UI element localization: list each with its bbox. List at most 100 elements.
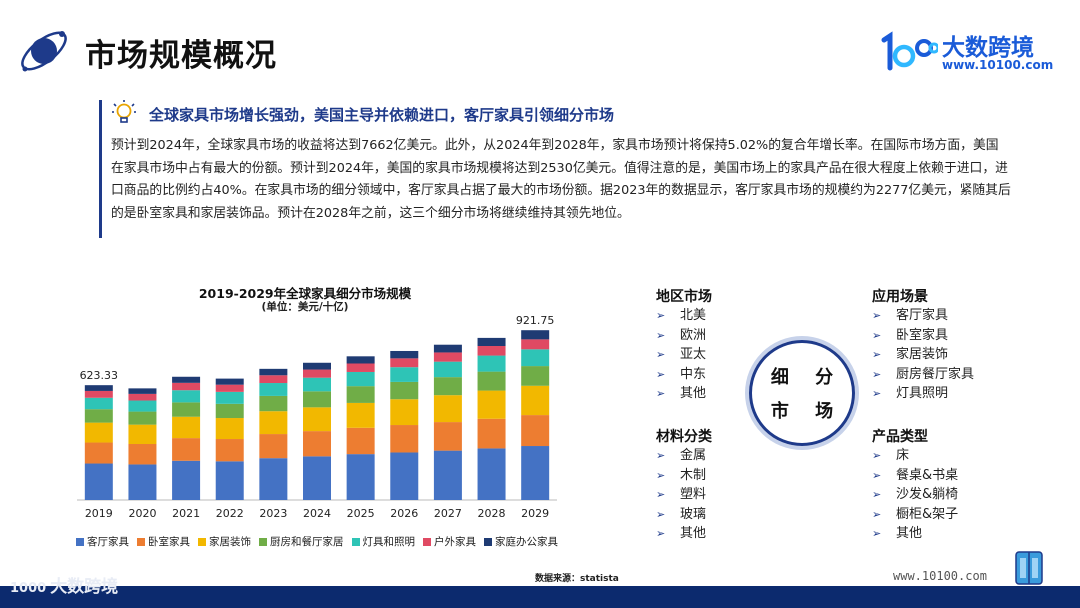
brand-url: www.10100.com [942, 58, 1054, 72]
bar-segment [521, 385, 550, 416]
bar-segment [259, 375, 288, 384]
bar-segment [172, 390, 201, 403]
legend-swatch [259, 537, 267, 546]
bar-segment [172, 382, 201, 391]
bar-segment [215, 378, 244, 385]
bar-segment [433, 361, 462, 378]
x-tick-label: 2026 [390, 507, 418, 520]
legend-label: 卧室家具 [148, 536, 190, 548]
bar-segment [433, 352, 462, 362]
bar-segment [128, 424, 157, 444]
footer-logo-mark: 1000 [10, 581, 47, 596]
legend-swatch [484, 537, 492, 546]
bar-segment [521, 366, 550, 386]
legend-item: 厨房和餐厅家居 [259, 534, 344, 549]
segment-center-bottom: 市 场 [770, 401, 844, 422]
segment-item: ➢ 餐桌&书桌 [872, 466, 958, 486]
segment-group-region: 地区市场 ➢ 北美 ➢ 欧洲 ➢ 亚太 ➢ 中东 ➢ 其他 [656, 286, 712, 404]
segment-item: ➢ 亚太 [656, 345, 712, 365]
bar-segment [259, 395, 288, 412]
bar-segment [346, 454, 375, 500]
segment-item-label: 其他 [680, 386, 707, 402]
bar-segment [172, 416, 201, 439]
segment-item: ➢ 中东 [656, 365, 712, 385]
bar-segment [521, 330, 550, 340]
bar-segment [477, 355, 506, 372]
segment-item: ➢ 客厅家具 [872, 306, 974, 326]
legend-swatch [423, 537, 431, 546]
segment-item-label: 亚太 [680, 347, 707, 363]
brand-mark-icon [881, 31, 938, 71]
segment-item: ➢ 床 [872, 446, 958, 466]
arrow-icon: ➢ [872, 449, 882, 462]
arrow-icon: ➢ [872, 387, 882, 401]
segment-group-scene: 应用场景 ➢ 客厅家具 ➢ 卧室家具 ➢ 家居装饰 ➢ 厨房餐厅家具 ➢ 灯具照明 [872, 286, 974, 404]
x-tick-label: 2029 [521, 507, 549, 520]
chart-unit: (单位：美元/十亿) [261, 301, 349, 313]
bar-segment [128, 411, 157, 425]
bar-segment [84, 390, 113, 398]
bar-segment [128, 388, 157, 394]
stacked-bar-chart: 2019 623.33 2020 2021 2022 2023 2024 2025 2026 20… [77, 314, 557, 520]
x-tick-label: 2028 [478, 507, 506, 520]
bar-segment [172, 460, 201, 500]
bar-segment [390, 358, 419, 368]
bar-segment [303, 407, 331, 432]
arrow-icon: ➢ [656, 468, 666, 482]
bar-segment [128, 444, 157, 465]
bar-segment [433, 395, 462, 423]
segment-item-label: 北美 [680, 308, 707, 323]
segment-center-top: 细 分 [770, 367, 844, 388]
segment-item: ➢ 其他 [872, 524, 958, 544]
bar-segment [84, 422, 113, 443]
bar-segment [259, 458, 288, 500]
bar-segment [215, 384, 244, 392]
segment-item-label: 金属 [680, 448, 707, 463]
bar-segment [346, 363, 375, 372]
arrow-icon: ➢ [656, 449, 666, 462]
arrow-icon: ➢ [656, 488, 666, 502]
segment-item-label: 玻璃 [680, 506, 707, 522]
bar-segment [521, 339, 550, 350]
segment-group-product: 产品类型 ➢ 床 ➢ 餐桌&书桌 ➢ 沙发&躺椅 ➢ 橱柜&架子 ➢ 其他 [872, 426, 958, 544]
x-tick-label: 2025 [347, 507, 375, 520]
segment-group-material: 材料分类 ➢ 金属 ➢ 木制 ➢ 塑料 ➢ 玻璃 ➢ 其他 [656, 426, 712, 544]
bar-segment [259, 434, 288, 459]
legend-swatch [76, 537, 84, 546]
arrow-icon: ➢ [656, 507, 666, 521]
bar-segment [215, 461, 244, 500]
segment-item-label: 欧洲 [680, 327, 707, 343]
bar-segment [172, 376, 201, 383]
segment-item: ➢ 塑料 [656, 485, 712, 505]
arrow-icon: ➢ [872, 468, 882, 482]
footer-logo: 1000 大数跨境 [10, 572, 118, 597]
legend-item: 家庭办公家具 [484, 534, 558, 549]
page-title: 市场规模概况 [85, 38, 277, 74]
bar-segment [346, 386, 375, 403]
bar-segment [390, 425, 419, 453]
bar-segment [346, 427, 375, 455]
segment-item: ➢ 金属 [656, 446, 712, 466]
summary-body: 预计到2024年，全球家具市场的收益将达到7662亿美元。此外，从2024年到2… [111, 138, 1011, 221]
legend-label: 家居装饰 [209, 536, 251, 548]
bar-segment [477, 346, 506, 356]
bar-segment [84, 397, 113, 410]
segment-item: ➢ 其他 [656, 384, 712, 404]
summary-accent-bar [99, 100, 102, 238]
bar-segment [346, 402, 375, 428]
bar-segment [303, 456, 331, 500]
x-tick-label: 2020 [128, 507, 156, 520]
legend-item: 户外家具 [423, 534, 476, 549]
bar-segment [128, 393, 157, 401]
x-tick-label: 2027 [434, 507, 462, 520]
bar-segment [390, 381, 419, 400]
segment-item-label: 家居装饰 [896, 347, 949, 363]
segment-title-product: 产品类型 [872, 429, 928, 445]
legend-swatch [137, 537, 145, 546]
bar-segment [477, 371, 506, 391]
segment-list-scene: ➢ 客厅家具 ➢ 卧室家具 ➢ 家居装饰 ➢ 厨房餐厅家具 ➢ 灯具照明 [872, 306, 974, 404]
legend-label: 家庭办公家具 [495, 536, 558, 548]
segment-title-material: 材料分类 [656, 429, 712, 445]
bar-segment [215, 403, 244, 419]
data-source: 数据来源：statista [535, 574, 619, 584]
